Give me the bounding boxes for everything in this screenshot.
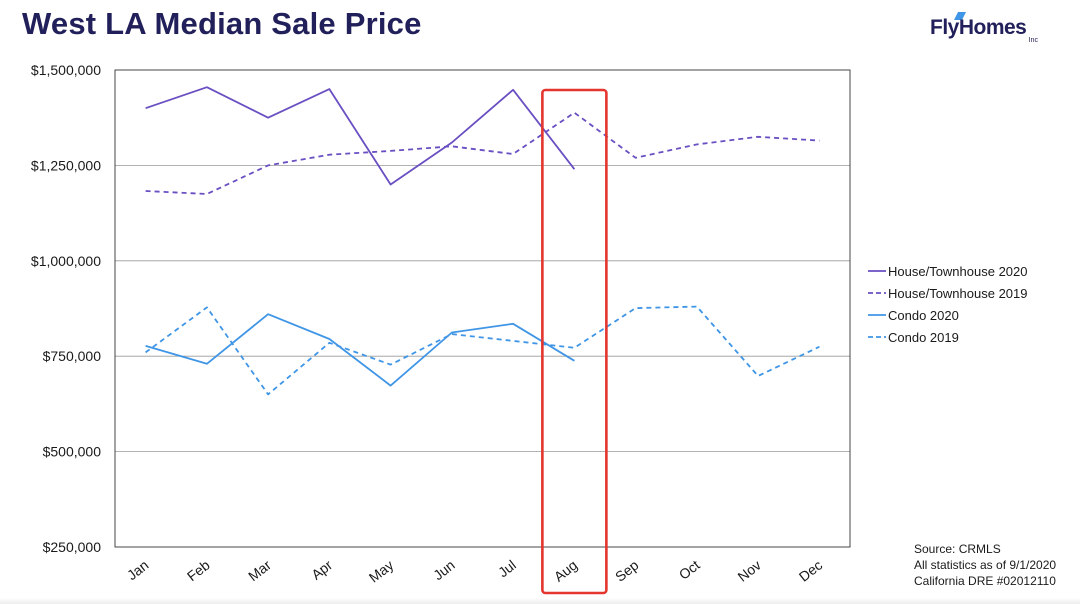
source-line: Source: CRMLS <box>914 542 1001 556</box>
y-tick-label: $1,000,000 <box>31 253 101 269</box>
x-tick-label: Oct <box>676 557 703 583</box>
plot-frame <box>114 69 851 548</box>
x-tick-label: Dec <box>796 557 825 585</box>
highlight-box <box>541 88 608 595</box>
x-tick-label: Feb <box>184 557 213 585</box>
x-tick-label: Jan <box>124 557 152 584</box>
series-line <box>145 111 820 195</box>
legend-label: Condo 2020 <box>888 308 959 323</box>
series-line <box>145 86 576 186</box>
legend-label: Condo 2019 <box>888 330 959 345</box>
x-tick-label: Sep <box>612 557 642 585</box>
x-tick-label: Jun <box>430 557 458 584</box>
x-tick-label: Aug <box>551 557 580 585</box>
x-tick-label: May <box>366 557 397 586</box>
series-line <box>145 305 820 396</box>
source-note: Source: CRMLS All statistics as of 9/1/2… <box>914 541 1056 589</box>
dre-line: California DRE #02012110 <box>914 574 1056 588</box>
x-tick-label: Apr <box>308 557 335 583</box>
y-tick-label: $500,000 <box>43 444 102 460</box>
logo-flag-icon <box>954 12 966 20</box>
flyhomes-logo: FlyHomes Inc <box>930 12 1042 44</box>
x-tick-label: Jul <box>495 557 519 581</box>
x-tick-label: Mar <box>245 557 274 585</box>
logo-subtext: Inc <box>1028 37 1038 44</box>
x-tick-label: Nov <box>734 557 763 585</box>
y-tick-label: $250,000 <box>43 539 102 555</box>
stats-date-line: All statistics as of 9/1/2020 <box>914 558 1057 572</box>
chart-title: West LA Median Sale Price <box>22 6 422 41</box>
legend-label: House/Townhouse 2019 <box>888 286 1028 301</box>
bottom-edge <box>0 598 1080 604</box>
logo-text: FlyHomes <box>930 16 1027 39</box>
y-tick-label: $1,500,000 <box>31 62 101 78</box>
series-line <box>145 313 575 387</box>
legend-label: House/Townhouse 2020 <box>888 264 1028 279</box>
y-tick-label: $750,000 <box>43 348 102 364</box>
y-tick-label: $1,250,000 <box>31 157 101 173</box>
